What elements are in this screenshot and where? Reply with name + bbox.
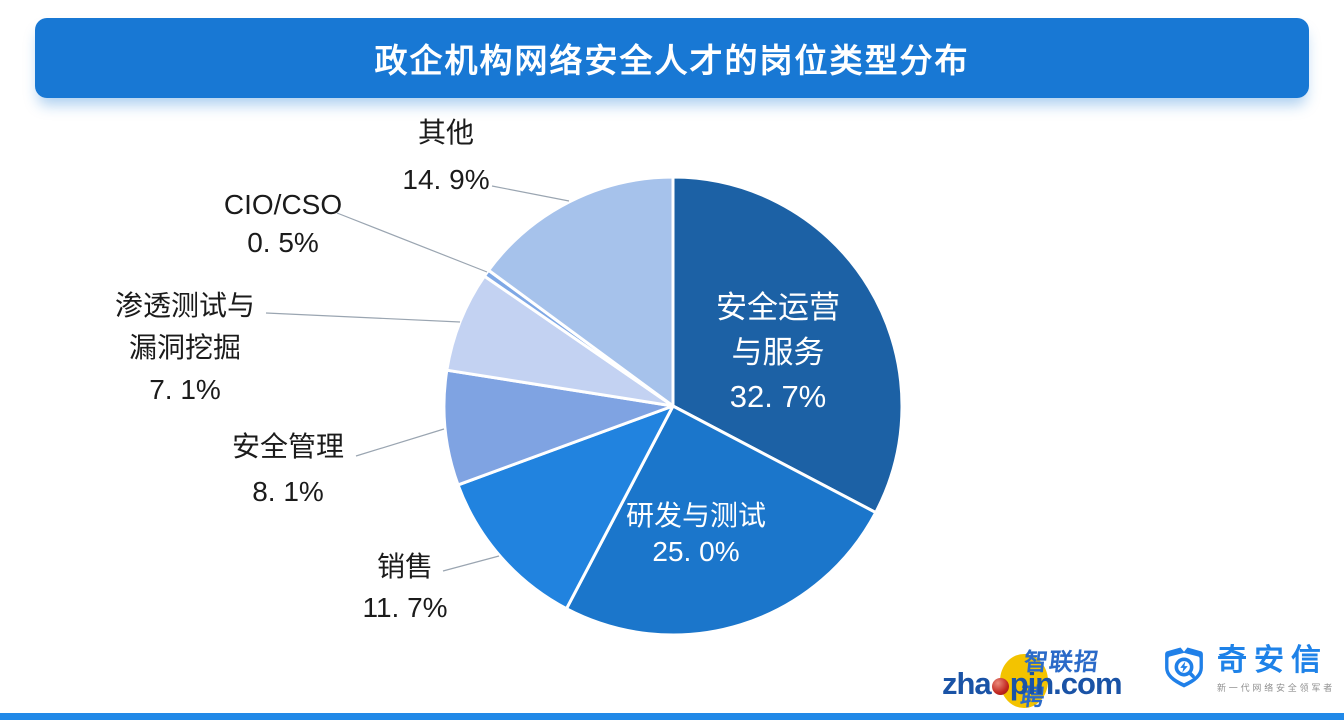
zhaopin-domain-part2: pin.com (1009, 666, 1123, 701)
callout-other-value: 14. 9% (402, 164, 490, 195)
callout-pentest: 渗透测试与 漏洞挖掘 7. 1% (115, 285, 255, 411)
zhaopin-domain-part1: zha (942, 666, 992, 701)
slice-label-security-ops-line2: 与服务 (731, 334, 825, 370)
zhaopin-logo: 智联招聘 zha pin.com (938, 636, 1153, 714)
leader-line-cio (336, 212, 488, 273)
leader-lines (265, 185, 570, 572)
leader-line-mgmt (355, 428, 445, 457)
callout-pentest-label-line1: 渗透测试与 (114, 290, 256, 321)
pie-slice-6 (487, 175, 675, 408)
slice-label-security-ops-value: 32. 7% (729, 379, 827, 414)
slice-label-rd-testing-line1: 研发与测试 (625, 500, 767, 531)
leader-line-pentest (265, 312, 461, 323)
callout-sales-label: 销售 (376, 551, 433, 582)
qianxin-wordmark: 奇安信 (1217, 644, 1328, 677)
slice-label-rd-testing-value: 25. 0% (652, 536, 740, 567)
callout-sales-value: 11. 7% (362, 592, 448, 623)
page-title: 政企机构网络安全人才的岗位类型分布 (374, 42, 970, 79)
qianxin-shield-icon (1165, 646, 1203, 688)
callout-security-mgmt-label: 安全管理 (231, 431, 345, 462)
callout-security-mgmt: 安全管理 8. 1% (232, 424, 344, 514)
callout-other: 其他 14. 9% (402, 109, 489, 203)
title-banner: 政企机构网络安全人才的岗位类型分布 (35, 18, 1309, 98)
zhaopin-domain-wordmark: zha pin.com (942, 666, 1123, 702)
pie-slice-3 (442, 368, 675, 487)
slice-label-rd-testing: 研发与测试 25. 0% (626, 498, 766, 570)
callout-other-label: 其他 (417, 117, 475, 148)
zhaopin-red-dot-icon (991, 678, 1009, 695)
callout-cio-cso-label: CIO/CSO (223, 189, 343, 220)
pie-slice-4 (445, 274, 675, 408)
pie-slice-2 (456, 404, 675, 611)
zhaopin-yellow-ellipse (1000, 654, 1048, 708)
pie-slices (442, 175, 904, 637)
slice-label-security-ops: 安全运营 与服务 32. 7% (716, 286, 840, 420)
callout-security-mgmt-value: 8. 1% (252, 476, 324, 507)
qianxin-tagline: 新一代网络安全领军者 (1217, 683, 1336, 693)
pie-slice-0 (671, 175, 904, 515)
callout-pentest-label-line2: 漏洞挖掘 (128, 332, 242, 363)
qianxin-logo: 奇安信 新一代网络安全领军者 (1163, 644, 1335, 694)
callout-cio-cso: CIO/CSO 0. 5% (224, 186, 342, 262)
callout-sales: 销售 11. 7% (362, 546, 447, 628)
callout-cio-cso-value: 0. 5% (247, 227, 319, 258)
slice-label-security-ops-line1: 安全运营 (716, 290, 840, 325)
callout-pentest-value: 7. 1% (149, 374, 221, 405)
bottom-accent-bar (0, 713, 1344, 720)
leader-line-sales (442, 555, 500, 572)
leader-line-other (491, 185, 570, 202)
